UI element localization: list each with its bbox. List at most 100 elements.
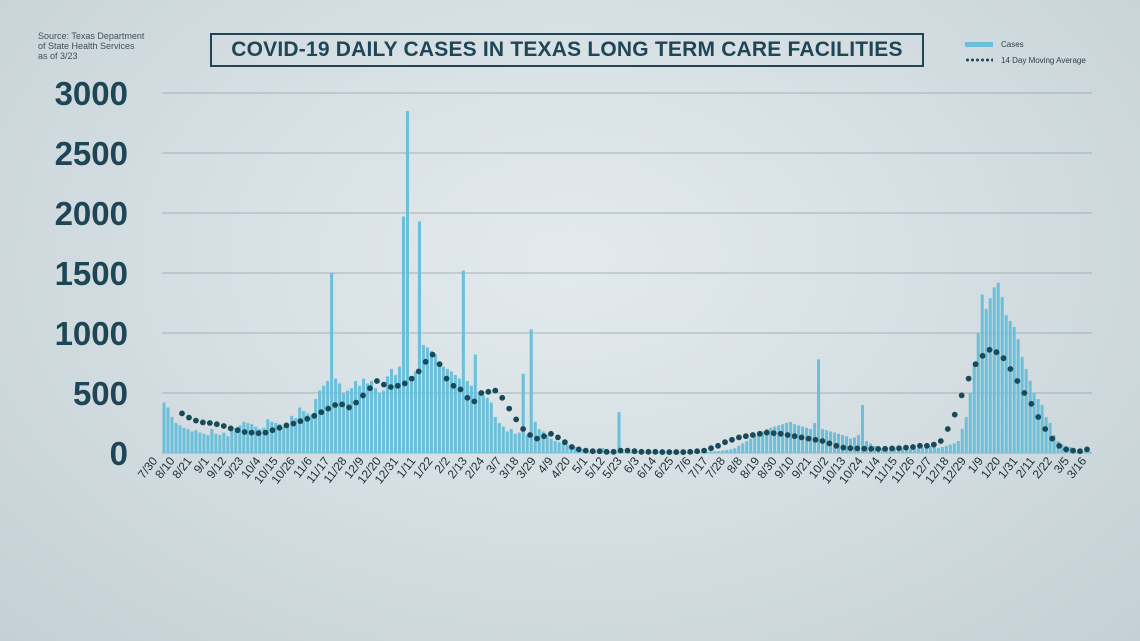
moving-average-point: [387, 384, 394, 390]
moving-average-point: [1035, 414, 1042, 420]
bar: [513, 433, 517, 453]
bar: [960, 429, 964, 453]
moving-average-point: [206, 420, 213, 426]
moving-average-point: [339, 401, 346, 408]
moving-average-point: [227, 425, 234, 432]
bar: [617, 412, 621, 453]
bar: [1044, 417, 1048, 453]
moving-average-point: [1063, 446, 1070, 453]
moving-average-point: [798, 434, 805, 441]
bar: [809, 429, 813, 453]
bar: [469, 385, 473, 453]
bar: [1088, 451, 1092, 453]
bar: [1024, 369, 1028, 453]
bar: [845, 436, 849, 453]
y-tick-label: 3000: [55, 75, 128, 112]
bar: [549, 438, 553, 453]
moving-average-point: [353, 399, 359, 406]
moving-average-point: [729, 436, 735, 443]
moving-average-point: [910, 444, 916, 450]
bar: [350, 388, 354, 453]
moving-average-point: [1084, 446, 1090, 453]
bar: [258, 429, 262, 453]
moving-average-point: [346, 404, 352, 411]
bar: [326, 381, 330, 453]
moving-average-point: [520, 426, 527, 432]
bar: [601, 448, 605, 453]
moving-average-point: [610, 448, 617, 455]
bar: [733, 448, 737, 453]
bar: [366, 383, 370, 453]
moving-average-point: [304, 415, 311, 422]
moving-average-point: [687, 448, 694, 455]
moving-average-point: [234, 427, 241, 434]
moving-average-point: [199, 419, 206, 426]
y-tick-label: 0: [110, 435, 128, 472]
bar: [1036, 399, 1040, 453]
bar: [717, 451, 721, 453]
bar: [529, 329, 533, 453]
bar: [1020, 357, 1024, 453]
moving-average-point: [464, 394, 471, 401]
moving-average-point: [1070, 447, 1076, 454]
bar: [397, 366, 402, 453]
bar: [270, 421, 274, 453]
bar: [972, 363, 976, 453]
moving-average-point: [318, 409, 325, 416]
bar: [629, 452, 633, 453]
bar: [166, 407, 170, 453]
bar: [370, 381, 374, 453]
moving-average-point: [826, 440, 833, 447]
moving-average-point: [986, 346, 993, 353]
moving-average-point: [770, 430, 777, 437]
moving-average-point: [694, 448, 701, 455]
bar: [362, 378, 366, 453]
y-tick-label: 2500: [55, 135, 128, 172]
moving-average-point: [589, 448, 596, 455]
bar: [789, 421, 793, 453]
moving-average-point: [666, 449, 673, 455]
bar: [230, 429, 234, 453]
bar: [557, 442, 561, 453]
moving-average-point: [854, 445, 861, 452]
legend-swatch-moving-average: [965, 58, 993, 62]
bar: [817, 359, 821, 453]
bar: [952, 443, 956, 453]
bar: [378, 393, 382, 453]
bar: [218, 435, 222, 453]
bar: [298, 407, 302, 453]
bar: [290, 415, 294, 453]
bar: [916, 448, 920, 453]
bar: [425, 347, 429, 453]
moving-average-point: [374, 378, 380, 384]
bar: [705, 451, 709, 453]
bar: [753, 435, 757, 453]
moving-average-point: [555, 434, 561, 441]
bar: [278, 424, 282, 453]
moving-average-point: [248, 429, 255, 436]
bar: [334, 378, 338, 453]
moving-average-point: [436, 361, 443, 368]
moving-average-point: [812, 436, 819, 443]
moving-average-point: [749, 432, 756, 438]
moving-average-point: [638, 448, 645, 455]
bar: [342, 393, 346, 453]
moving-average-point: [930, 441, 937, 448]
moving-average-point: [193, 417, 199, 424]
moving-average-point: [1049, 435, 1056, 442]
moving-average-point: [394, 382, 401, 389]
bar: [238, 425, 242, 453]
bar: [206, 435, 210, 453]
moving-average-point: [457, 386, 464, 393]
moving-average-point: [736, 434, 742, 441]
moving-average-point: [631, 448, 638, 455]
bar: [385, 376, 390, 453]
bar: [856, 435, 861, 453]
moving-average-point: [896, 445, 902, 452]
moving-average-point: [1077, 448, 1083, 455]
bar: [254, 426, 258, 453]
bar: [956, 441, 960, 453]
moving-average-point: [603, 448, 610, 455]
moving-average-point: [917, 442, 923, 449]
moving-average-point: [624, 447, 631, 454]
